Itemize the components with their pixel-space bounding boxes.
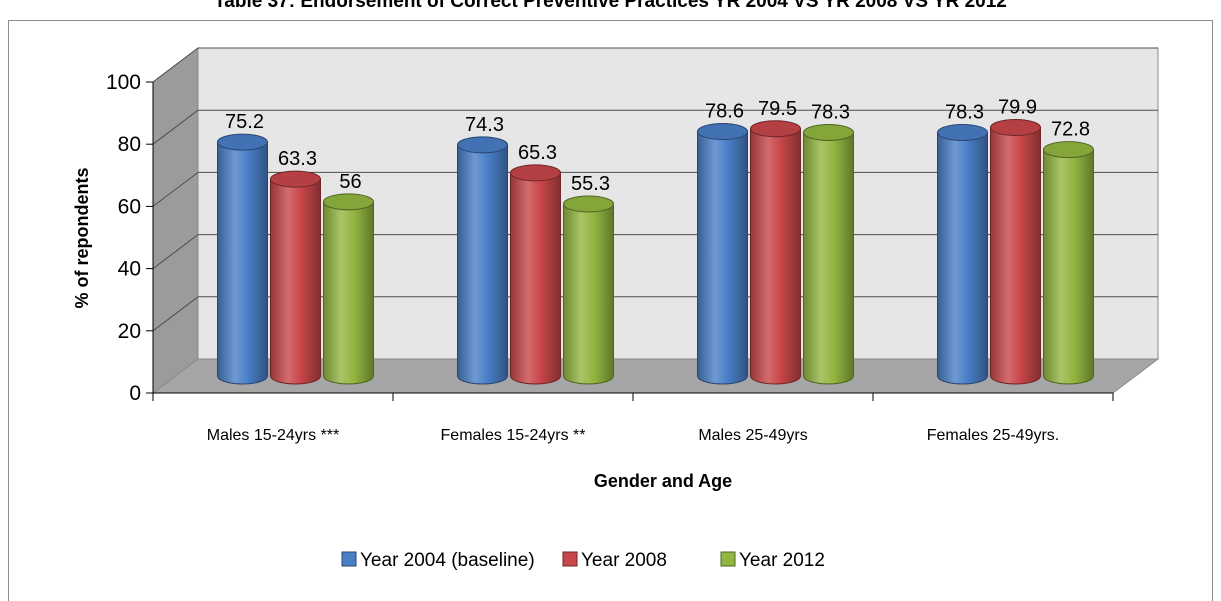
- bar-top: [270, 170, 321, 188]
- data-label: 55.3: [571, 173, 610, 195]
- gridline-side: [152, 47, 199, 83]
- bar-top: [1043, 141, 1094, 159]
- gridline-side: [152, 296, 199, 332]
- y-tick-label: 100: [106, 71, 141, 94]
- y-tick-label: 20: [118, 320, 141, 343]
- legend-swatch: [341, 551, 357, 567]
- bar-body: [937, 131, 988, 385]
- gridline-side: [152, 109, 199, 145]
- data-label: 63.3: [278, 148, 317, 170]
- bar-body: [510, 172, 561, 385]
- bar-top: [803, 123, 854, 141]
- data-label: 78.3: [811, 101, 850, 123]
- bar-top: [750, 120, 801, 138]
- data-label: 75.2: [225, 111, 264, 133]
- bar-body: [803, 131, 854, 385]
- bar-body: [563, 203, 614, 385]
- legend-swatch: [720, 551, 736, 567]
- bar-body: [1043, 149, 1094, 385]
- data-label: 74.3: [465, 114, 504, 136]
- data-label: 79.5: [758, 98, 797, 120]
- x-axis-title: Gender and Age: [594, 471, 732, 491]
- data-label: 56: [339, 171, 361, 193]
- data-label: 78.3: [945, 101, 984, 123]
- bar-body: [990, 127, 1041, 385]
- y-tick-label: 80: [118, 133, 141, 156]
- gridline-side: [152, 172, 199, 207]
- chart-title: Table 37: Endorsement of Correct Prevent…: [214, 0, 1007, 12]
- category-label: Males 25-49yrs: [698, 427, 807, 444]
- bar-top: [510, 164, 561, 182]
- left-side-wall: [152, 46, 199, 395]
- bar-body: [323, 201, 374, 385]
- data-label: 72.8: [1051, 119, 1090, 141]
- bar-top: [217, 133, 268, 151]
- y-tick-label: 40: [118, 258, 141, 281]
- data-label: 78.6: [705, 101, 744, 123]
- bar-top: [323, 193, 374, 211]
- y-tick-label: 60: [118, 195, 141, 218]
- y-axis-title: % of repondents: [72, 167, 92, 308]
- y-tick-label: 0: [129, 382, 141, 405]
- gridline-side: [152, 234, 199, 269]
- bar-top: [457, 136, 508, 154]
- legend-swatch: [562, 551, 578, 567]
- bar-top: [937, 123, 988, 141]
- data-label: 65.3: [518, 142, 557, 164]
- data-label: 79.9: [998, 97, 1037, 119]
- legend-label: Year 2004 (baseline): [360, 550, 535, 571]
- bar-top: [563, 195, 614, 213]
- legend-label: Year 2008: [581, 550, 667, 571]
- bar-body: [217, 141, 268, 385]
- bar-body: [750, 128, 801, 385]
- bar-body: [697, 131, 748, 385]
- legend-label: Year 2012: [739, 550, 825, 571]
- category-label: Females 25-49yrs.: [927, 427, 1060, 444]
- chart-frame: [8, 20, 1213, 601]
- bar-body: [457, 144, 508, 385]
- bar-top: [990, 119, 1041, 137]
- category-label: Females 15-24yrs **: [441, 427, 586, 444]
- bar-body: [270, 178, 321, 385]
- category-label: Males 15-24yrs ***: [207, 427, 340, 444]
- bar-top: [697, 123, 748, 141]
